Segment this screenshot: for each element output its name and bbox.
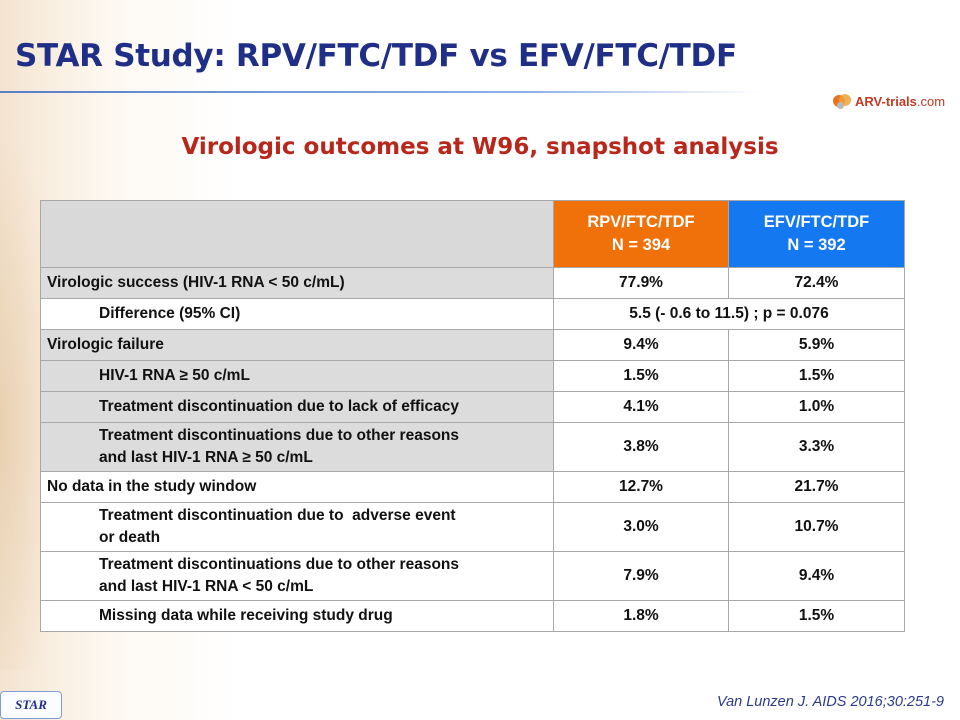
header-blank-cell bbox=[40, 200, 554, 268]
efv-value: 72.4% bbox=[728, 267, 905, 299]
rpv-value: 9.4% bbox=[553, 329, 729, 361]
citation: Van Lunzen J. AIDS 2016;30:251-9 bbox=[716, 694, 944, 710]
row-label: Treatment discontinuation due to adverse… bbox=[40, 502, 554, 552]
table-row: No data in the study window 12.7% 21.7% bbox=[40, 471, 905, 503]
row-label: HIV-1 RNA ≥ 50 c/mL bbox=[40, 360, 554, 392]
row-label: Difference (95% CI) bbox=[40, 298, 554, 330]
efv-value: 5.9% bbox=[728, 329, 905, 361]
row-label-line1: Treatment discontinuations due to other … bbox=[99, 556, 459, 573]
rpv-value: 77.9% bbox=[553, 267, 729, 299]
efv-value: 1.5% bbox=[728, 360, 905, 392]
logo-name: ARV-trials bbox=[855, 93, 917, 109]
row-label-line2: and last HIV-1 RNA < 50 c/mL bbox=[99, 578, 314, 595]
rpv-value: 1.5% bbox=[553, 360, 729, 392]
rpv-value: 3.0% bbox=[553, 502, 729, 552]
header-efv-name: EFV/FTC/TDF bbox=[763, 213, 870, 231]
row-label-line2: and last HIV-1 RNA ≥ 50 c/mL bbox=[99, 449, 313, 466]
efv-value: 9.4% bbox=[728, 551, 905, 601]
slide-title: STAR Study: RPV/FTC/TDF vs EFV/FTC/TDF bbox=[15, 38, 737, 74]
row-label-line2: or death bbox=[99, 529, 161, 546]
star-study-badge: STAR bbox=[0, 691, 62, 719]
row-label-line1: Treatment discontinuations due to other … bbox=[99, 427, 459, 444]
table-row: Treatment discontinuation due to lack of… bbox=[40, 391, 905, 423]
row-label: Missing data while receiving study drug bbox=[40, 600, 554, 632]
row-label: Virologic failure bbox=[40, 329, 554, 361]
header-efv-n: N = 392 bbox=[787, 236, 846, 254]
row-label: No data in the study window bbox=[40, 471, 554, 503]
table-header-row: RPV/FTC/TDF N = 394 EFV/FTC/TDF N = 392 bbox=[40, 200, 905, 268]
row-label: Treatment discontinuation due to lack of… bbox=[40, 391, 554, 423]
arv-trials-logo-icon bbox=[833, 93, 853, 109]
rpv-value: 12.7% bbox=[553, 471, 729, 503]
table-row: Missing data while receiving study drug … bbox=[40, 600, 905, 632]
header-rpv-n: N = 394 bbox=[611, 236, 671, 254]
efv-value: 21.7% bbox=[728, 471, 905, 503]
table-row: HIV-1 RNA ≥ 50 c/mL 1.5% 1.5% bbox=[40, 360, 905, 392]
header-rpv-name: RPV/FTC/TDF bbox=[587, 213, 695, 231]
table-row: Treatment discontinuations due to other … bbox=[40, 422, 905, 472]
row-label: Treatment discontinuations due to other … bbox=[40, 551, 554, 601]
table-row: Virologic failure 9.4% 5.9% bbox=[40, 329, 905, 361]
efv-value: 1.5% bbox=[728, 600, 905, 632]
rpv-value: 4.1% bbox=[553, 391, 729, 423]
table-row: Treatment discontinuation due to adverse… bbox=[40, 502, 905, 552]
outcomes-table: RPV/FTC/TDF N = 394 EFV/FTC/TDF N = 392 … bbox=[40, 200, 905, 632]
rpv-value: 1.8% bbox=[553, 600, 729, 632]
efv-value: 3.3% bbox=[728, 422, 905, 472]
difference-value: 5.5 (- 0.6 to 11.5) ; p = 0.076 bbox=[553, 298, 905, 330]
arv-trials-logo: ARV-trials .com bbox=[833, 92, 945, 110]
rpv-value: 7.9% bbox=[553, 551, 729, 601]
row-label: Virologic success (HIV-1 RNA < 50 c/mL) bbox=[40, 267, 554, 299]
row-label-line1: Treatment discontinuation due to adverse… bbox=[99, 507, 456, 524]
row-label: Treatment discontinuations due to other … bbox=[40, 422, 554, 472]
efv-value: 10.7% bbox=[728, 502, 905, 552]
header-efv-arm: EFV/FTC/TDF N = 392 bbox=[728, 200, 905, 268]
header-rpv-arm: RPV/FTC/TDF N = 394 bbox=[553, 200, 729, 268]
table-row: Treatment discontinuations due to other … bbox=[40, 551, 905, 601]
table-row: Virologic success (HIV-1 RNA < 50 c/mL) … bbox=[40, 267, 905, 299]
table-row: Difference (95% CI) 5.5 (- 0.6 to 11.5) … bbox=[40, 298, 905, 330]
slide-subtitle: Virologic outcomes at W96, snapshot anal… bbox=[181, 134, 779, 160]
logo-suffix: .com bbox=[916, 93, 946, 109]
rpv-value: 3.8% bbox=[553, 422, 729, 472]
title-underline bbox=[0, 91, 760, 93]
efv-value: 1.0% bbox=[728, 391, 905, 423]
